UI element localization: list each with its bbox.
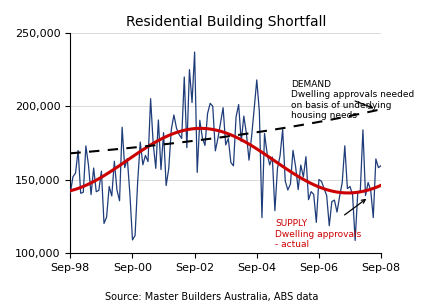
- Title: Residential Building Shortfall: Residential Building Shortfall: [126, 15, 326, 29]
- Text: Source: Master Builders Australia, ABS data: Source: Master Builders Australia, ABS d…: [105, 292, 319, 302]
- Text: SUPPLY
Dwelling approvals
- actual: SUPPLY Dwelling approvals - actual: [276, 200, 365, 249]
- Text: DEMAND
Dwelling approvals needed
on basis of underlying
housing needs: DEMAND Dwelling approvals needed on basi…: [291, 80, 414, 120]
